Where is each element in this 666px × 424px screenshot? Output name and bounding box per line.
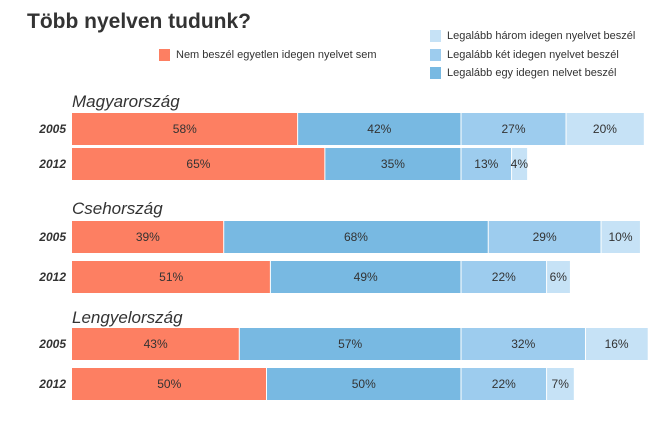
bar-segment-none bbox=[72, 148, 325, 180]
data-label: 42% bbox=[367, 122, 391, 136]
bar-segment-one bbox=[270, 261, 461, 293]
bar-segment-three bbox=[566, 113, 644, 145]
bar-segment-one bbox=[223, 221, 489, 253]
data-label: 39% bbox=[136, 230, 160, 244]
data-label: 20% bbox=[593, 122, 617, 136]
year-label: 2012 bbox=[38, 270, 66, 284]
legend-swatch-three bbox=[430, 30, 441, 42]
data-label: 57% bbox=[338, 337, 362, 351]
data-label: 22% bbox=[492, 270, 516, 284]
bar-segment-two bbox=[461, 148, 512, 180]
data-label: 29% bbox=[533, 230, 557, 244]
data-label: 43% bbox=[144, 337, 168, 351]
data-label: 16% bbox=[605, 337, 629, 351]
legend-label-one: Legalább egy idegen nelvet beszél bbox=[447, 67, 617, 79]
legend-swatch-two bbox=[430, 49, 441, 61]
bar-segment-one bbox=[297, 113, 461, 145]
legend-label-two: Legalább két idegen nyelvet beszél bbox=[447, 49, 619, 61]
bar-segment-none bbox=[72, 328, 240, 360]
data-label: 32% bbox=[511, 337, 535, 351]
bar-segment-none bbox=[72, 113, 298, 145]
chart-title: Több nyelven tudunk? bbox=[27, 10, 251, 33]
data-label: 7% bbox=[552, 377, 570, 391]
bar-segment-two bbox=[461, 113, 567, 145]
data-label: 50% bbox=[157, 377, 181, 391]
data-label: 50% bbox=[352, 377, 376, 391]
year-label: 2005 bbox=[38, 230, 66, 244]
data-label: 13% bbox=[474, 157, 498, 171]
bar-segment-three bbox=[546, 368, 574, 400]
bar-segment-one bbox=[324, 148, 461, 180]
bar-segment-two bbox=[461, 368, 547, 400]
country-label: Magyarország bbox=[72, 92, 180, 111]
bar-segment-two bbox=[461, 328, 586, 360]
legend-item-one: Legalább egy idegen nelvet beszél bbox=[430, 67, 616, 79]
data-label: 65% bbox=[186, 157, 210, 171]
legend-item-none: Nem beszél egyetlen idegen nyelvet sem bbox=[159, 49, 377, 61]
bar-segment-three bbox=[511, 148, 528, 180]
bar-segment-two bbox=[488, 221, 602, 253]
year-label: 2012 bbox=[38, 157, 66, 171]
bar-segment-three bbox=[601, 221, 640, 253]
bar-segment-none bbox=[72, 221, 224, 253]
legend-label-none: Nem beszél egyetlen idegen nyelvet sem bbox=[176, 49, 377, 61]
bar-segment-none bbox=[72, 261, 271, 293]
legend-swatch-one bbox=[430, 67, 441, 79]
data-label: 35% bbox=[381, 157, 405, 171]
bar-segment-two bbox=[461, 261, 547, 293]
bar-segment-none bbox=[72, 368, 267, 400]
data-label: 51% bbox=[159, 270, 183, 284]
legend-item-two: Legalább két idegen nyelvet beszél bbox=[430, 49, 619, 61]
bar-segment-one bbox=[266, 368, 461, 400]
bar-segment-three bbox=[546, 261, 570, 293]
year-label: 2012 bbox=[38, 377, 66, 391]
data-label: 58% bbox=[173, 122, 197, 136]
data-label: 49% bbox=[354, 270, 378, 284]
bar-segment-one bbox=[239, 328, 461, 360]
bar-segment-three bbox=[585, 328, 648, 360]
year-label: 2005 bbox=[38, 122, 66, 136]
data-label: 6% bbox=[550, 270, 568, 284]
year-label: 2005 bbox=[38, 337, 66, 351]
data-label: 22% bbox=[492, 377, 516, 391]
country-label: Csehország bbox=[72, 199, 163, 218]
data-label: 10% bbox=[608, 230, 632, 244]
data-label: 68% bbox=[344, 230, 368, 244]
legend-item-three: Legalább három idegen nyelvet beszél bbox=[430, 30, 635, 42]
data-label: 27% bbox=[501, 122, 525, 136]
legend-swatch-none bbox=[159, 49, 170, 61]
data-label: 4% bbox=[511, 157, 529, 171]
country-label: Lengyelország bbox=[72, 308, 183, 327]
legend-label-three: Legalább három idegen nyelvet beszél bbox=[447, 30, 636, 42]
